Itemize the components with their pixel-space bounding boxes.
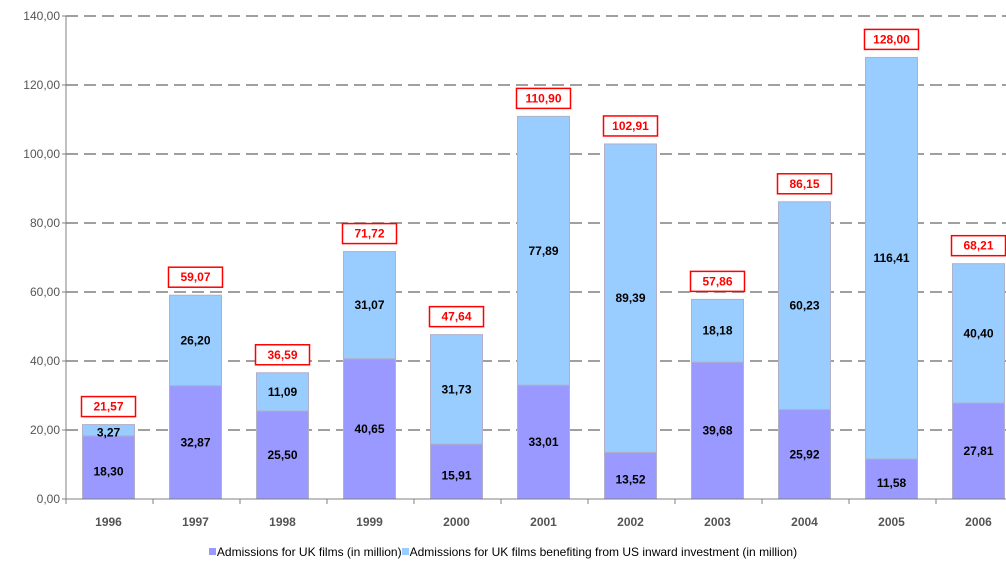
total-label-box: [515, 87, 572, 110]
x-tick-label: 2006: [965, 515, 992, 529]
bar-segment: [517, 384, 570, 500]
bar-segment: [865, 56, 918, 460]
total-label-box: [341, 222, 398, 245]
bar-segment: [691, 298, 744, 363]
data-label: 27,81: [963, 444, 993, 458]
x-tick-label: 2001: [530, 515, 557, 529]
x-tick-label: 1999: [356, 515, 383, 529]
total-label: 110,90: [525, 91, 561, 105]
data-label: 31,07: [354, 298, 384, 312]
data-label: 39,68: [702, 424, 732, 438]
total-label: 47,64: [441, 310, 471, 324]
bar-segment: [604, 451, 657, 500]
bar-segment: [517, 115, 570, 386]
y-tick-label: 100,00: [23, 147, 60, 161]
total-label-box: [428, 305, 485, 328]
y-tick-label: 140,00: [23, 9, 60, 23]
total-label: 21,57: [93, 400, 123, 414]
bar-segment: [343, 251, 396, 360]
total-label-box: [602, 115, 659, 137]
y-tick-label: 0,00: [37, 492, 61, 506]
bar-segment: [169, 294, 222, 387]
bar-segment: [604, 143, 657, 453]
chart-legend: Admissions for UK films (in million) Adm…: [0, 544, 1006, 559]
data-label: 60,23: [789, 299, 819, 313]
x-tick-label: 1996: [95, 515, 122, 529]
bar-segment: [169, 385, 222, 500]
data-label: 11,09: [268, 385, 298, 399]
bar-segment: [865, 458, 918, 500]
data-label: 32,87: [180, 435, 210, 449]
y-tick-label: 40,00: [30, 354, 60, 368]
data-label: 18,30: [93, 464, 123, 478]
total-label-box: [776, 173, 833, 195]
total-label: 71,72: [354, 227, 384, 241]
data-label: 3,27: [97, 426, 121, 440]
x-tick-label: 1997: [182, 515, 209, 529]
total-label: 68,21: [963, 239, 993, 253]
total-label: 59,07: [180, 270, 210, 284]
x-tick-label: 1998: [269, 515, 296, 529]
bar-segment: [430, 334, 483, 445]
x-tick-label: 2005: [878, 515, 905, 529]
data-label: 25,92: [789, 447, 819, 461]
bar-segment: [256, 372, 309, 412]
data-label: 77,89: [528, 244, 558, 258]
x-tick-label: 2000: [443, 515, 470, 529]
x-tick-label: 2002: [617, 515, 644, 529]
bar-segment: [343, 358, 396, 500]
y-tick-label: 60,00: [30, 285, 60, 299]
total-label-box: [80, 395, 137, 418]
bar-segment: [778, 409, 831, 500]
data-label: 116,41: [873, 251, 909, 265]
data-label: 40,40: [963, 326, 993, 340]
data-label: 33,01: [528, 435, 558, 449]
x-tick-label: 2003: [704, 515, 731, 529]
data-label: 89,39: [615, 291, 645, 305]
data-label: 26,20: [180, 333, 210, 347]
total-label-box: [254, 344, 311, 366]
data-label: 11,58: [877, 476, 907, 490]
legend-item-uk-films: Admissions for UK films (in million): [208, 544, 402, 559]
total-label: 102,91: [612, 119, 649, 133]
legend-label-uk-films: Admissions for UK films (in million): [216, 544, 402, 559]
legend-swatch-us-investment: [401, 548, 409, 555]
y-tick-label: 20,00: [30, 423, 60, 437]
bar-segment: [82, 424, 135, 437]
data-label: 15,91: [441, 469, 471, 483]
legend-label-us-investment: Admissions for UK films benefiting from …: [409, 544, 798, 559]
total-label: 36,59: [267, 348, 297, 362]
data-label: 18,18: [702, 324, 732, 338]
legend-swatch-uk-films: [208, 548, 216, 555]
total-label: 57,86: [702, 274, 732, 288]
y-tick-label: 120,00: [23, 78, 60, 92]
total-label: 128,00: [873, 32, 910, 46]
bar-segment: [952, 263, 1005, 404]
total-label-box: [167, 266, 224, 288]
total-label-box: [863, 28, 920, 51]
data-label: 13,52: [615, 473, 645, 487]
bar-segment: [256, 410, 309, 500]
legend-item-us-investment: Admissions for UK films benefiting from …: [401, 544, 798, 559]
total-label: 86,15: [789, 177, 819, 191]
bar-segment: [778, 201, 831, 411]
total-label-box: [689, 270, 746, 293]
data-label: 25,50: [267, 448, 297, 462]
y-tick-label: 80,00: [30, 216, 60, 230]
data-label: 31,73: [441, 382, 471, 396]
x-tick-label: 2004: [791, 515, 818, 529]
data-label: 40,65: [354, 422, 384, 436]
